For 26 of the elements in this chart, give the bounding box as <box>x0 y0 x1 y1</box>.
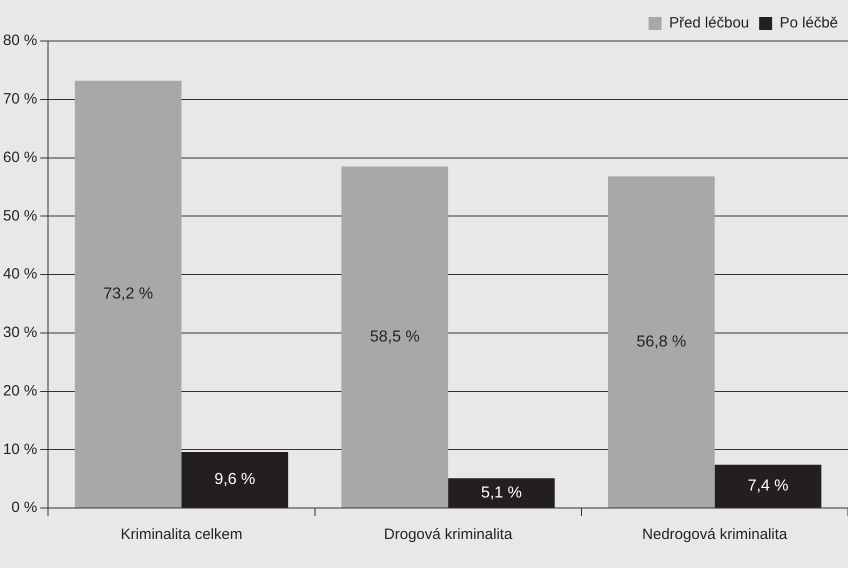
bar <box>181 452 288 508</box>
y-tick-label: 30 % <box>2 324 38 342</box>
legend-label: Po léčbě <box>780 14 838 32</box>
y-tick-label: 10 % <box>2 440 38 458</box>
x-tick-label: Kriminalita celkem <box>120 526 242 544</box>
data-label: 9,6 % <box>214 471 256 488</box>
legend-label: Před léčbou <box>669 14 750 32</box>
y-tick-label: 20 % <box>2 382 38 400</box>
data-label: 7,4 % <box>748 478 788 495</box>
y-tick-label: 40 % <box>2 266 38 283</box>
bar <box>341 166 448 508</box>
bar <box>714 464 822 508</box>
y-tick-label: 60 % <box>2 148 38 166</box>
data-label: 73,2 % <box>103 286 154 303</box>
data-label: 5,1 % <box>480 484 522 502</box>
x-tick-label: Nedrogová kriminalita <box>642 526 788 544</box>
bar <box>608 176 715 508</box>
x-tick-label: Drogová kriminalita <box>384 526 513 544</box>
bar <box>74 80 182 508</box>
y-tick-label: 0 % <box>11 499 38 516</box>
data-label: 58,5 % <box>370 328 420 346</box>
y-tick-label: 50 % <box>2 207 38 224</box>
data-label: 56,8 % <box>636 333 686 350</box>
y-tick-label: 80 % <box>2 32 38 50</box>
y-tick-label: 70 % <box>2 90 38 108</box>
bar <box>448 478 555 508</box>
